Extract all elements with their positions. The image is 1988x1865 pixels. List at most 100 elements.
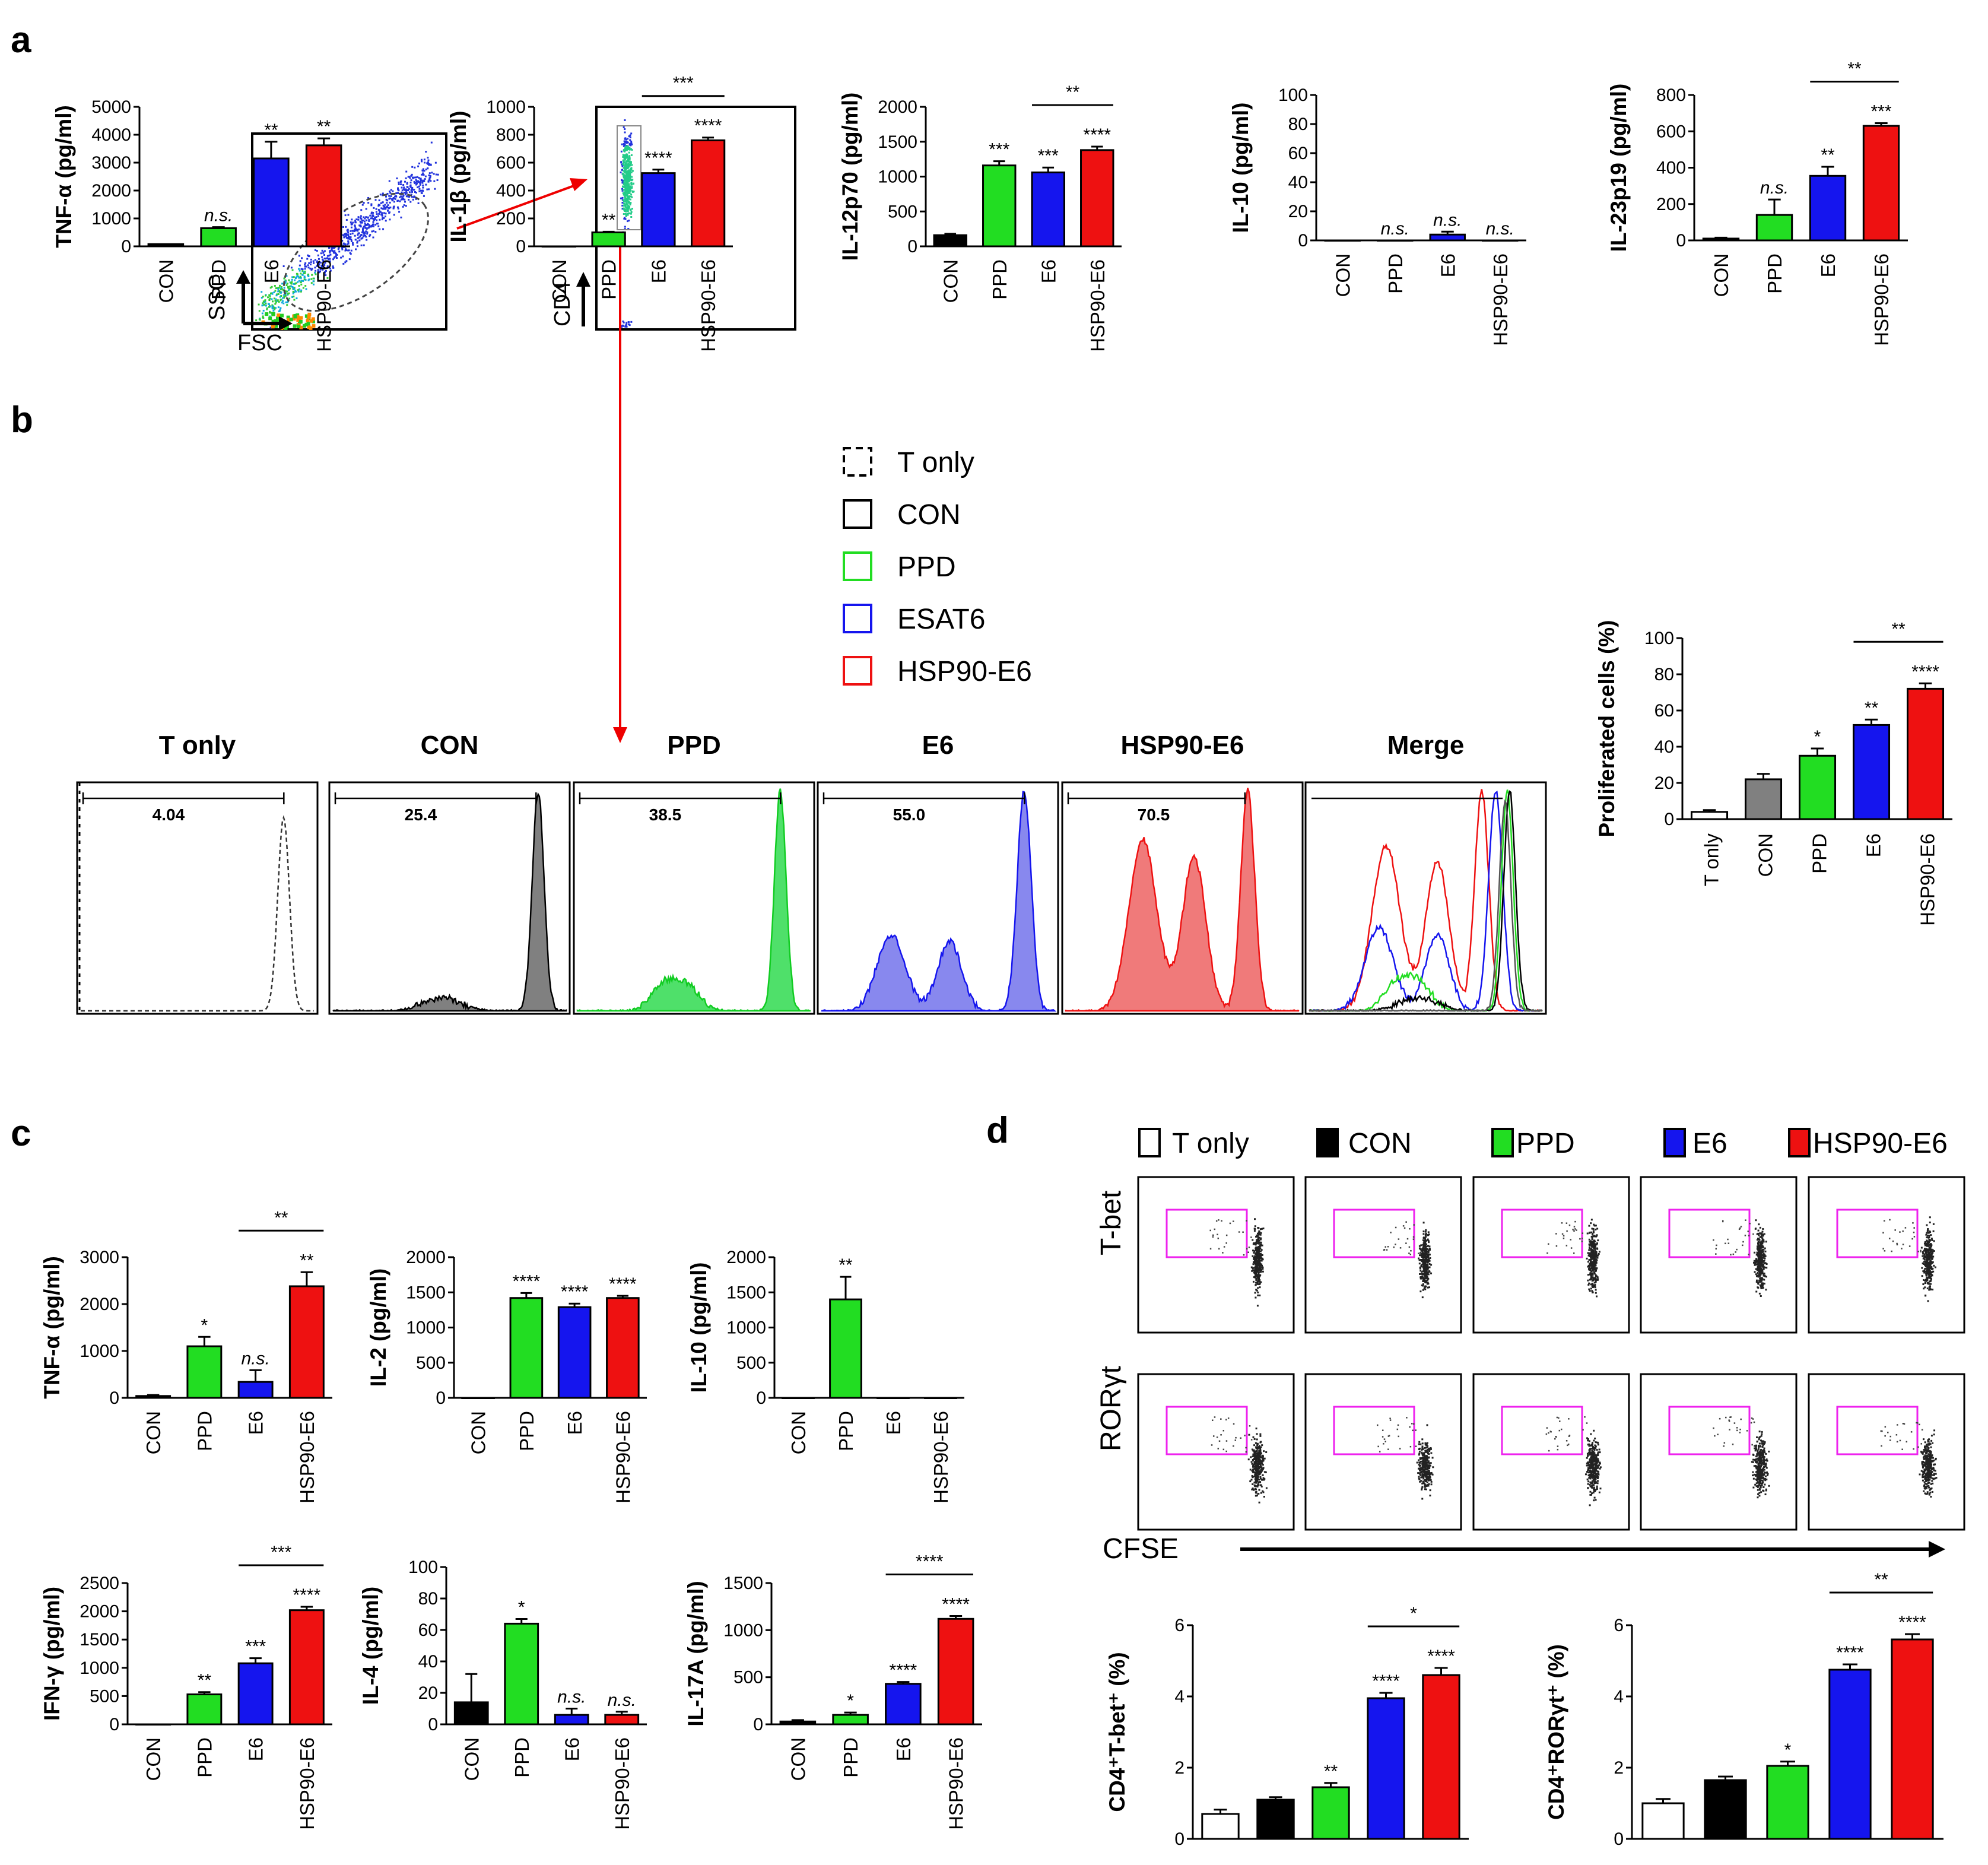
bar-con [135,1395,172,1399]
significance-label: **** [1898,1613,1926,1632]
bar-ppd [186,1345,223,1399]
legend-d-label-2: PPD [1516,1128,1575,1159]
chart-c1: 0 1000 2000 3000 TNF-α (pg/ml) CON * PPD n.s. E6 *… [40,1208,332,1504]
y-axis-label: IL-12p70 (pg/ml) [838,93,862,261]
histogram-t-only: T only 4.04 [76,731,319,1015]
category-label: CON [1332,253,1354,297]
dot-plot [1640,1176,1798,1334]
y-tick-label: 5000 [91,97,131,117]
y-tick-label: 0 [428,1715,438,1734]
legend-b-label-3: ESAT6 [897,604,986,635]
histogram-merge: Merge [1304,731,1547,1015]
significance-label: **** [561,1282,589,1302]
y-tick-label: 60 [418,1620,438,1640]
significance-label: **** [644,148,672,168]
significance-label: n.s. [1760,178,1789,198]
y-tick-label: 0 [907,237,917,256]
bar-con [135,1723,172,1726]
significance-label: n.s. [557,1688,586,1707]
significance-label: n.s. [241,1349,269,1368]
bar-e6 [237,1662,274,1726]
bracket-label: ** [1847,59,1862,78]
significance-label: *** [989,140,1009,160]
dot-plot [1137,1373,1295,1531]
histogram-con: CON 25.4 [328,731,571,1015]
gate-value: 4.04 [153,805,185,824]
y-tick-label: 20 [1288,202,1308,221]
chart-a3: 0 500 1000 1500 2000 IL-12p70 (pg/ml) CON *** PP… [838,83,1122,352]
bar-ppd [504,1622,539,1726]
bar-hsp90-e6 [1482,239,1519,242]
cfse-label: CFSE [1103,1533,1179,1565]
dot-plot [1472,1176,1630,1334]
histogram-title: CON [421,731,479,760]
category-label: HSP90-E6 [611,1737,633,1830]
y-tick-label: 200 [496,209,526,229]
bracket-label: ** [1066,83,1080,102]
category-label: CON [787,1737,809,1781]
y-tick-label: 0 [1174,1829,1184,1849]
bar-ppd [186,1693,223,1726]
legend-b-label-1: CON [897,499,961,531]
y-tick-label: 2 [1614,1758,1624,1778]
bracket-label: ** [274,1208,288,1228]
category-label: CON [142,1737,164,1781]
significance-label: *** [1871,102,1891,121]
category-label: HSP90-E6 [1871,253,1892,346]
y-tick-label: 6 [1614,1616,1624,1635]
histogram-e6: E6 55.0 [817,731,1059,1015]
y-tick-label: 400 [1656,158,1686,178]
y-tick-label: 1000 [80,1658,119,1678]
chart-a5: 0 200 400 600 800 IL-23p19 (pg/ml) CON n.s. PPD *… [1606,59,1908,346]
y-tick-label: 0 [753,1715,763,1734]
significance-label: **** [513,1271,541,1291]
significance-label: **** [694,116,722,136]
histogram-title: PPD [667,731,720,760]
y-tick-label: 500 [90,1686,119,1706]
significance-label: * [201,1315,208,1335]
bar-con [779,1720,817,1726]
y-tick-label: 0 [109,1715,119,1734]
category-label: HSP90-E6 [930,1411,952,1504]
y-tick-label: 2000 [91,181,131,201]
category-label: E6 [893,1737,914,1761]
y-tick-label: 40 [1288,173,1308,192]
y-tick-label: 100 [1644,629,1674,648]
bar-e6 [1809,175,1847,242]
chart-c3: 0 500 1000 1500 2000 IL-10 (pg/ml) CON ** PPD E6 H… [687,1248,964,1504]
y-tick-label: 2000 [726,1248,766,1267]
y-axis-label: Proliferated cells (%) [1595,620,1619,837]
y-tick-label: 4 [1174,1687,1184,1707]
significance-label: **** [1427,1647,1455,1666]
y-tick-label: 500 [416,1353,446,1373]
y-tick-label: 0 [109,1388,119,1408]
category-label: HSP90-E6 [945,1737,967,1830]
bar-hsp90-e6 [690,139,726,248]
y-tick-label: 1500 [878,132,917,152]
category-label: T only [1701,833,1723,887]
category-label: HSP90-E6 [296,1411,318,1504]
category-label: CON [548,259,570,303]
gate-value: 38.5 [649,805,682,824]
significance-label: ** [317,117,331,137]
scatter-plot-ssc-fsc: SSC FSC [205,132,447,356]
significance-label: **** [1372,1671,1400,1691]
significance-label: ** [264,120,278,140]
histogram-hsp90-e6: HSP90-E6 70.5 [1061,731,1304,1015]
y-axis-label: IL-17A (pg/ml) [684,1581,708,1726]
legend-b: T only CON PPD ESAT6 HSP90-E6 [843,447,1032,687]
bracket-label: *** [271,1543,291,1562]
dot-plot [1808,1176,1965,1334]
y-axis-label: IFN-γ (pg/ml) [40,1587,64,1721]
bar-hsp90-e6 [288,1609,325,1726]
significance-label: ** [198,1671,212,1690]
significance-label: **** [609,1274,637,1294]
category-label: HSP90-E6 [697,259,719,352]
y-tick-label: 100 [408,1558,438,1577]
category-label: PPD [1809,833,1831,874]
category-label: PPD [598,259,620,300]
bar-e6 [557,1306,592,1399]
significance-label: **** [890,1661,917,1680]
